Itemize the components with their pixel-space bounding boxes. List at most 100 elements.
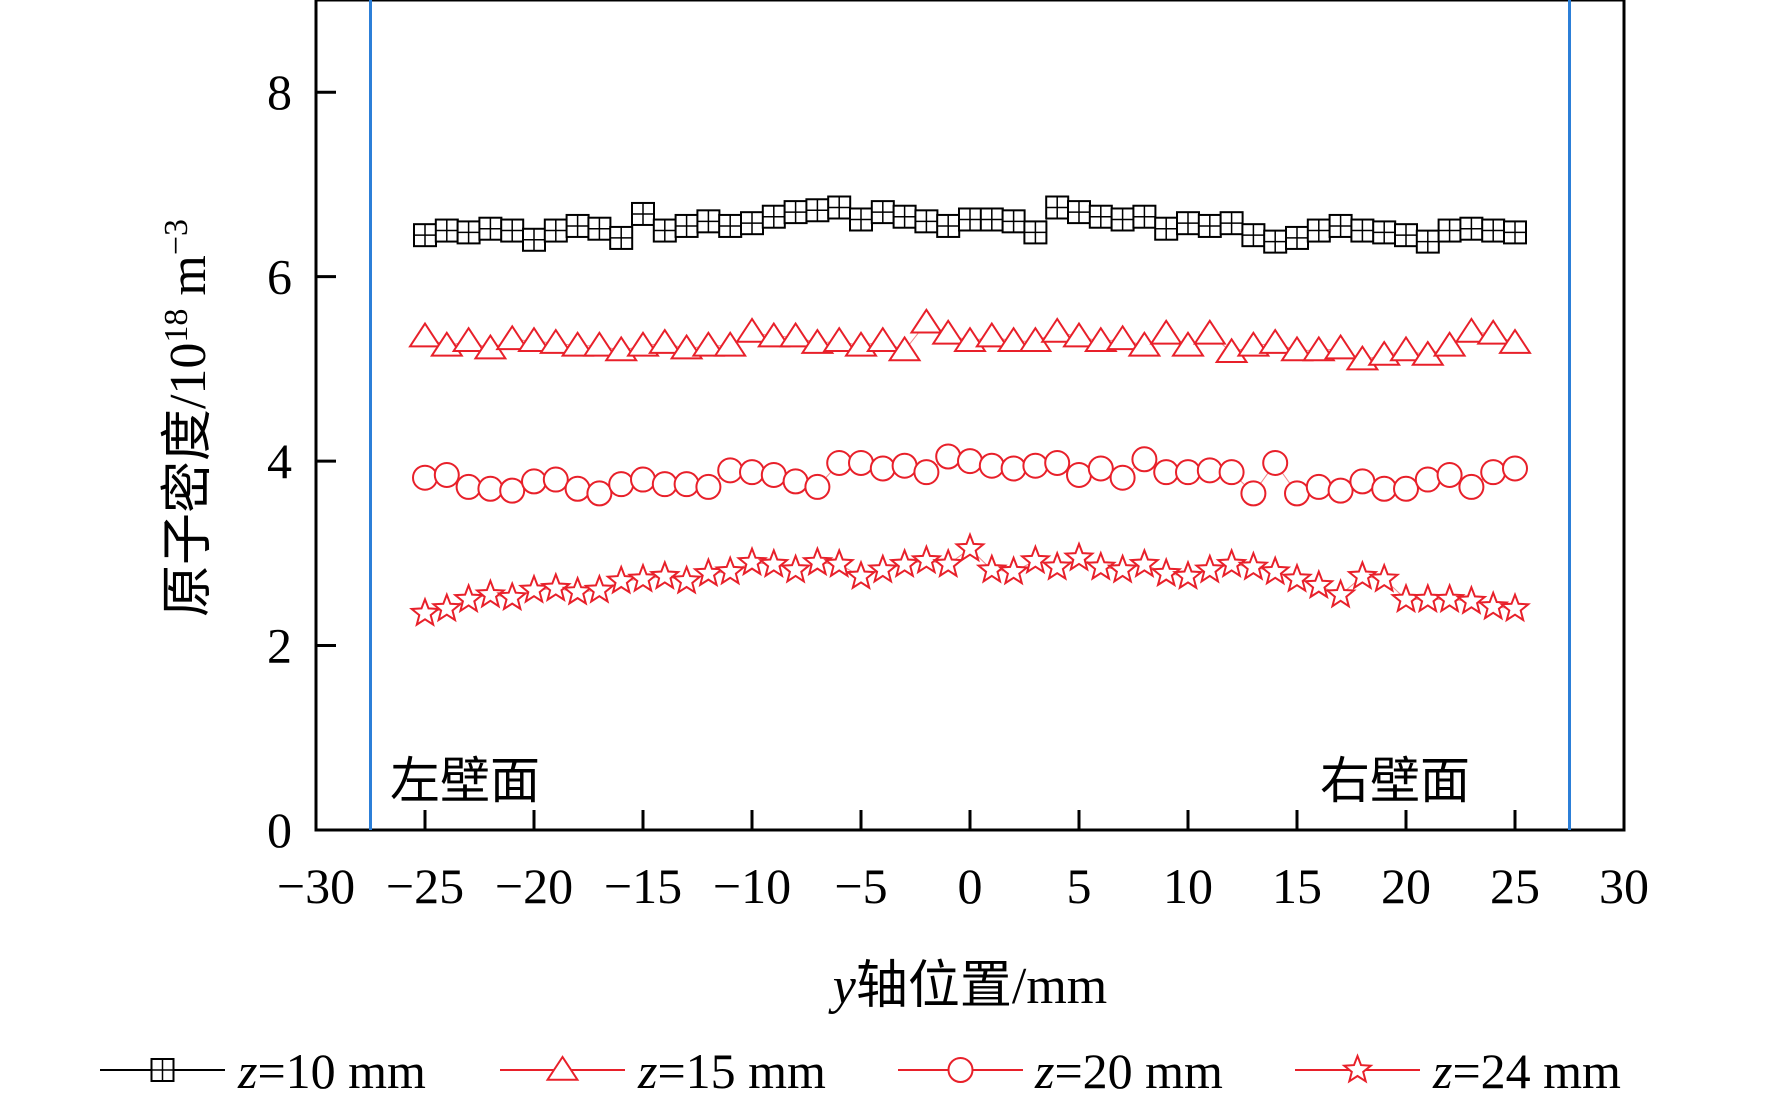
x-tick-label: −25 [386,858,464,914]
data-point [931,319,966,345]
y-tick-label: 0 [267,802,292,858]
data-point [801,545,834,577]
axis-ticks: −30 −25 −20 −15 −10 −5 0 5 10 15 20 25 30 0 2 4 6 8 [267,64,1649,914]
series-z20 [412,443,1528,507]
data-point [1258,328,1293,354]
legend: z=10 mm z=15 mm z=20 mm z=24 mm [100,1043,1621,1099]
data-point [1433,582,1466,614]
right-wall-label: 右壁面 [1320,752,1470,810]
data-point [1175,459,1201,486]
wall-lines [369,0,1571,830]
data-point [1437,218,1462,243]
data-point [1259,555,1292,586]
x-axis-title-text: 轴位置/mm [856,958,1107,1015]
data-point [888,547,921,578]
data-point [914,209,939,234]
data-point [1302,568,1335,600]
x-tick-label: 25 [1490,858,1540,914]
x-tick-label: −30 [277,858,355,914]
data-point [1192,319,1227,345]
x-tick-label: −15 [604,858,682,914]
data-point [849,207,873,232]
data-point [757,547,790,578]
data-point [1324,577,1357,609]
data-point [1083,326,1118,352]
data-point [538,328,573,354]
data-point [1503,220,1527,245]
data-point [975,553,1008,584]
data-point [1280,335,1314,362]
data-point [1219,211,1244,236]
series-z15 [408,307,1532,371]
data-point [1105,324,1140,351]
data-point [1040,317,1075,343]
data-point [826,449,853,476]
data-point [1110,207,1135,232]
data-point [1346,559,1379,590]
x-tick-label: −10 [713,858,791,914]
data-point [1022,452,1049,479]
data-point [478,216,503,241]
data-point [1132,204,1157,229]
x-tick-label: 10 [1163,858,1213,914]
legend-marker [1341,1053,1374,1084]
legend-item-z10: z=10 mm [100,1043,426,1099]
data-point [782,468,809,495]
data-point [651,471,678,498]
legend-sample-z24 [1295,1053,1420,1084]
series-layer [408,195,1532,627]
data-point [892,204,917,229]
data-point [412,464,438,491]
legend-sample-z15 [500,1055,625,1081]
data-point [434,218,459,243]
data-point [1301,335,1336,362]
y-tick-label: 4 [267,433,292,489]
data-point [1368,562,1401,593]
data-point [496,580,529,612]
data-point [1262,449,1289,476]
y-axis-title: 原子密度/1018 m−3 [158,219,218,617]
x-tick-label: −20 [495,858,573,914]
data-point [996,326,1031,352]
data-point [477,475,504,502]
data-point [521,468,547,495]
data-point [1045,195,1070,220]
data-point [670,564,703,595]
legend-sample-z20 [898,1057,1023,1083]
data-point [913,459,940,486]
data-point [1218,459,1245,486]
data-point [627,562,659,593]
data-point [1480,459,1507,486]
data-point [1240,480,1267,507]
data-point [1241,223,1266,248]
data-point [451,326,486,352]
data-point [1477,589,1510,621]
data-point [866,553,899,584]
legend-label-z20: z=20 mm [1034,1043,1223,1099]
legend-marker [947,1057,974,1083]
x-tick-label: −5 [834,858,887,914]
data-point [1414,466,1441,493]
data-point [1323,333,1358,360]
data-point [1389,335,1423,362]
data-point [756,321,791,348]
data-point [1215,547,1248,578]
data-point [583,573,616,604]
data-point [957,448,983,475]
series-z24 [409,531,1531,627]
data-point [1000,455,1027,482]
data-point [626,331,660,357]
data-point [433,461,460,488]
data-point [673,471,700,498]
data-point [669,333,704,360]
data-point [695,473,722,500]
data-point [652,218,677,243]
data-point [845,559,877,590]
series-z10 [413,195,1527,254]
data-point [1150,556,1183,588]
legend-item-z24: z=24 mm [1295,1043,1621,1099]
data-point [910,543,943,575]
data-point [1459,216,1484,241]
data-point [1149,319,1184,345]
